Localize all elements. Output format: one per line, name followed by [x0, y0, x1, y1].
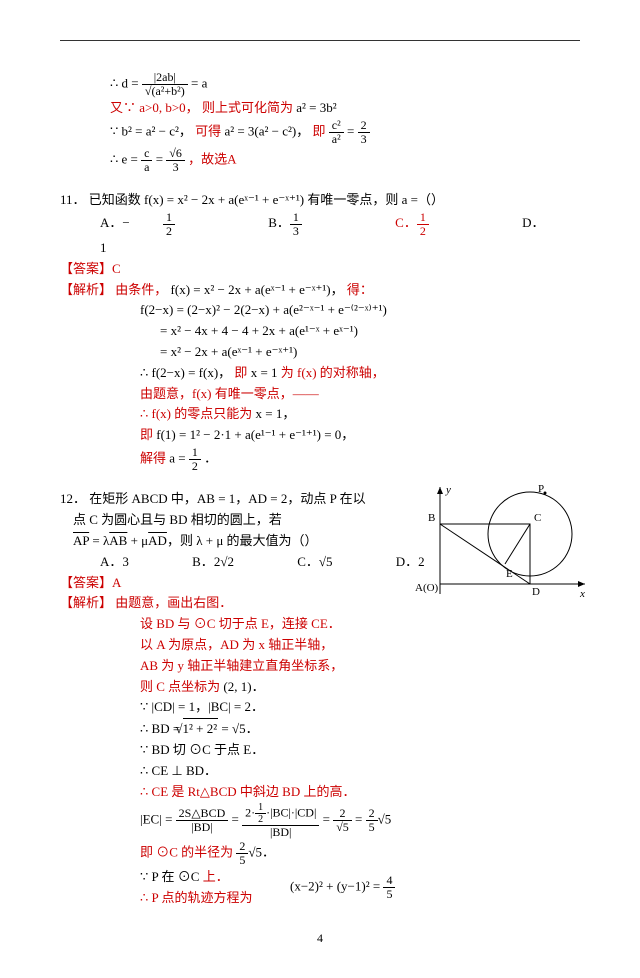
- deriv-line2: 又∵ a>0, b>0， 则上式可化简为 a² = 3b²: [110, 98, 580, 119]
- text: 又∵ a>0, b>0，: [110, 100, 199, 115]
- qnum: 11．: [60, 192, 86, 207]
- line: ∴ P 点的轨迹方程为 (x−2)² + (y−1)² = 45: [140, 888, 580, 909]
- eq: a² = 3(a² − c²)，: [224, 124, 309, 139]
- qtext: 已知函数 f(x) = x² − 2x + a(eˣ⁻¹ + e⁻ˣ⁺¹) 有唯…: [89, 192, 444, 207]
- question-11: 11． 已知函数 f(x) = x² − 2x + a(eˣ⁻¹ + e⁻ˣ⁺¹…: [60, 190, 580, 211]
- eq-line: = x² − 2x + a(eˣ⁻¹ + e⁻ˣ⁺¹): [160, 342, 580, 363]
- deriv-line4: ∴ e = c a = √6 3 ，故选A: [110, 147, 580, 174]
- choice-c: C．12: [395, 215, 489, 230]
- line: 以 A 为原点，AD 为 x 轴正半轴，: [140, 635, 580, 656]
- line: 则 C 点坐标为 (2, 1)．: [140, 677, 580, 698]
- eq: a² = 3b²: [296, 100, 336, 115]
- label-P: P: [538, 483, 544, 495]
- frac: |2ab| √(a²+b²): [142, 71, 188, 98]
- eq-line: f(2−x) = (2−x)² − 2(2−x) + a(e²⁻ˣ⁻¹ + e⁻…: [140, 300, 580, 321]
- page-rule: [60, 40, 580, 41]
- eq-line: 即 f(1) = 1² − 2·1 + a(e¹⁻¹ + e⁻¹⁺¹) = 0，: [140, 425, 580, 446]
- choice-b: B．2√2: [192, 554, 264, 569]
- q11-answer: 【答案】C: [60, 259, 580, 280]
- page-number: 4: [60, 929, 580, 948]
- eq: (x−2)² + (y−1)² = 45: [290, 874, 395, 901]
- deriv-line3: ∵ b² = a² − c²， 可得 a² = 3(a² − c²)， 即 c²…: [110, 119, 580, 146]
- label-A: A(O): [415, 582, 439, 594]
- eq-line: ∴ f(2−x) = f(x)， 即 x = 1 为 f(x) 的对称轴，: [140, 363, 580, 384]
- q11-choices: A．− 12 B．13 C．12 D．1: [100, 211, 580, 259]
- frac: 2 3: [358, 119, 370, 146]
- eq-line: ∴ f(x) 的零点只能为 x = 1，: [140, 404, 580, 425]
- eq: ∴ d =: [110, 76, 139, 91]
- label-x: x: [579, 588, 585, 600]
- choice-a: A．− 12: [100, 215, 235, 230]
- eq: =: [347, 124, 358, 139]
- label-E: E: [506, 568, 513, 580]
- text: 即: [313, 124, 329, 139]
- text: ，故选A: [188, 151, 236, 166]
- question-12: 12． 在矩形 ABCD 中，AB = 1，AD = 2，动点 P 在以 点 C…: [60, 489, 580, 572]
- label-C: C: [534, 512, 541, 524]
- line: |EC| = 2S△BCD|BD| = 2·12·|BC|·|CD| |BD| …: [140, 802, 580, 839]
- choice-c: C．√5: [297, 554, 362, 569]
- label-y: y: [445, 484, 451, 496]
- frac: c a: [141, 147, 152, 174]
- line: ∵ BD 切 ⊙C 于点 E．: [140, 740, 580, 761]
- eq: ∴ e =: [110, 151, 141, 166]
- line: ∴ BD = 1² + 2² = √5．: [140, 718, 580, 740]
- frac: √6 3: [166, 147, 185, 174]
- eq-line: 由题意，f(x) 有唯一零点，——: [140, 384, 580, 405]
- text: 则上式可化简为: [202, 100, 296, 115]
- line: ∴ CE ⊥ BD．: [140, 761, 580, 782]
- line: ∵ |CD| = 1，|BC| = 2．: [140, 697, 580, 718]
- line: AB 为 y 轴正半轴建立直角坐标系，: [140, 656, 580, 677]
- label-B: B: [428, 512, 435, 524]
- eq-line: 解得 a = 12 ．: [140, 446, 580, 473]
- eq: ∵ b² = a² − c²，: [110, 124, 192, 139]
- choice-b: B．13: [268, 215, 362, 230]
- line: 即 ⊙C 的半径为 25√5．: [140, 840, 580, 867]
- eq: =: [156, 151, 167, 166]
- eq-line: = x² − 4x + 4 − 4 + 2x + a(e¹⁻ˣ + eˣ⁻¹): [160, 321, 580, 342]
- text: 可得: [195, 124, 224, 139]
- deriv-line1: ∴ d = |2ab| √(a²+b²) = a: [110, 71, 580, 98]
- frac: c² a²: [329, 119, 344, 146]
- q11-explain: 【解析】 由条件， f(x) = x² − 2x + a(eˣ⁻¹ + e⁻ˣ⁺…: [60, 280, 580, 301]
- choice-a: A．3: [100, 554, 159, 569]
- line: ∴ CE 是 Rt△BCD 中斜边 BD 上的高．: [140, 782, 580, 803]
- eq: = a: [191, 76, 207, 91]
- q12-figure: A(O) B C D E P x y: [410, 479, 590, 629]
- label-D: D: [532, 586, 540, 598]
